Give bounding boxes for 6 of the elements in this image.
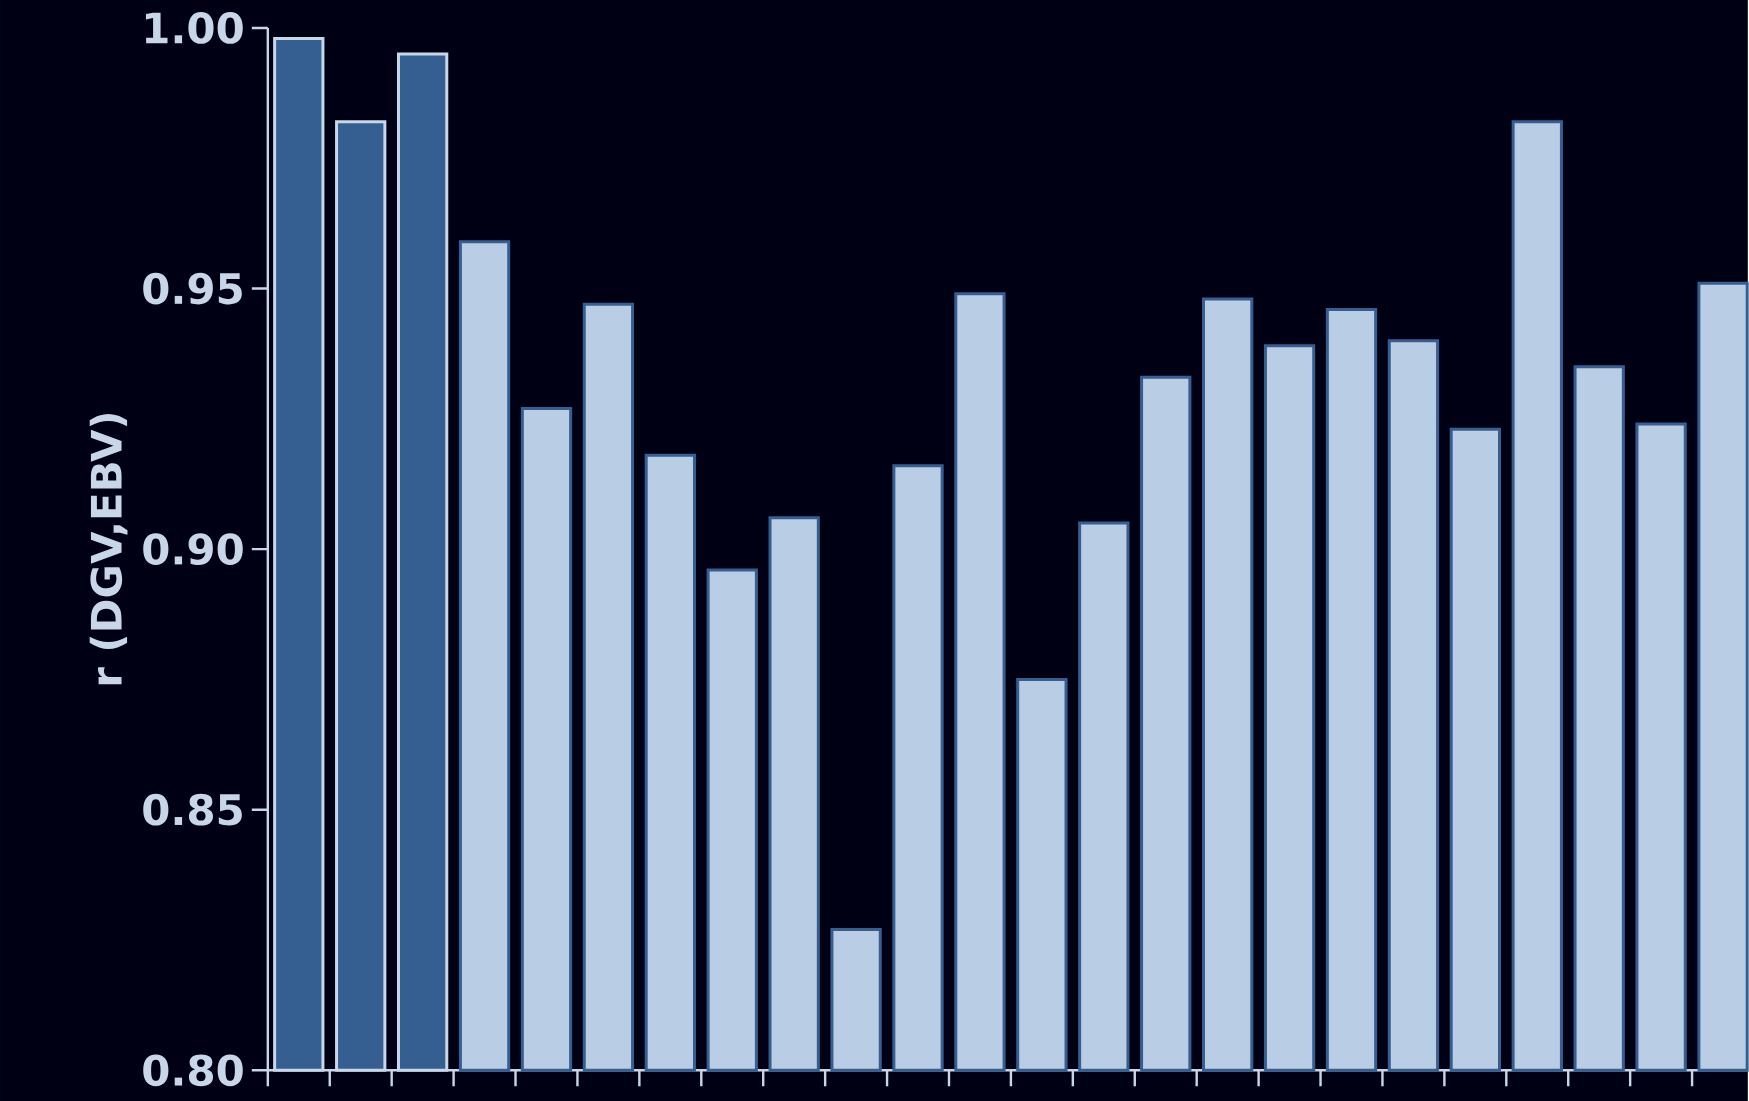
y-tick-label: 1.00 bbox=[145, 11, 243, 44]
y-tick-label: 0.95 bbox=[143, 272, 242, 305]
y-tick-label: 0.90 bbox=[143, 533, 243, 565]
y-tick-label: 0.85 bbox=[143, 793, 242, 826]
y-tick-label: 0.80 bbox=[143, 1054, 243, 1087]
y-axis-title: r (DGV,EBV) bbox=[89, 413, 128, 685]
